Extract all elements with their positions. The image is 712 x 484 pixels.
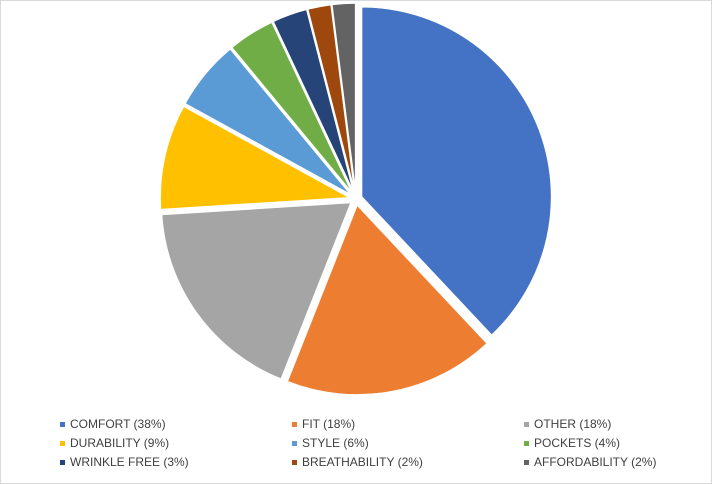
- legend-swatch-durability: [60, 440, 65, 446]
- legend-swatch-wrinkle-free: [60, 459, 65, 465]
- legend-item-breathability: BREATHABILITY (2%): [292, 454, 524, 470]
- legend-label-pockets: POCKETS (4%): [534, 436, 621, 450]
- pie-chart: [159, 2, 553, 396]
- legend-item-fit: FIT (18%): [292, 416, 524, 432]
- legend-swatch-comfort: [60, 421, 65, 427]
- legend-item-style: STYLE (6%): [292, 435, 524, 451]
- legend-item-durability: DURABILITY (9%): [60, 435, 292, 451]
- legend-item-wrinkle-free: WRINKLE FREE (3%): [60, 454, 292, 470]
- pie-slice-fit: [286, 203, 489, 396]
- legend-swatch-style: [292, 440, 297, 446]
- legend-swatch-pockets: [524, 440, 529, 446]
- legend: COMFORT (38%) FIT (18%) OTHER (18%) DURA…: [60, 416, 700, 470]
- legend-item-affordability: AFFORDABILITY (2%): [524, 454, 700, 470]
- legend-item-comfort: COMFORT (38%): [60, 416, 292, 432]
- legend-swatch-other: [524, 421, 529, 427]
- legend-item-other: OTHER (18%): [524, 416, 700, 432]
- pie-slice-durability: [159, 105, 353, 211]
- legend-label-affordability: AFFORDABILITY (2%): [534, 455, 657, 469]
- legend-label-fit: FIT (18%): [302, 417, 356, 431]
- legend-swatch-fit: [292, 421, 297, 427]
- legend-label-other: OTHER (18%): [534, 417, 612, 431]
- pie-slice-pockets: [230, 21, 354, 195]
- legend-label-breathability: BREATHABILITY (2%): [302, 455, 423, 469]
- legend-label-comfort: COMFORT (38%): [70, 417, 166, 431]
- pie-slice-other: [160, 201, 353, 381]
- legend-swatch-breathability: [292, 459, 297, 465]
- legend-swatch-affordability: [524, 459, 529, 465]
- legend-item-pockets: POCKETS (4%): [524, 435, 700, 451]
- legend-label-durability: DURABILITY (9%): [70, 436, 170, 450]
- pie-slice-wrinkle-free: [272, 8, 355, 194]
- pie-slice-affordability: [330, 2, 357, 194]
- legend-label-style: STYLE (6%): [302, 436, 369, 450]
- pie-slice-style: [183, 47, 352, 196]
- pie-slice-breathability: [306, 3, 356, 194]
- pie-slice-comfort: [360, 6, 553, 337]
- legend-label-wrinkle-free: WRINKLE FREE (3%): [70, 455, 189, 469]
